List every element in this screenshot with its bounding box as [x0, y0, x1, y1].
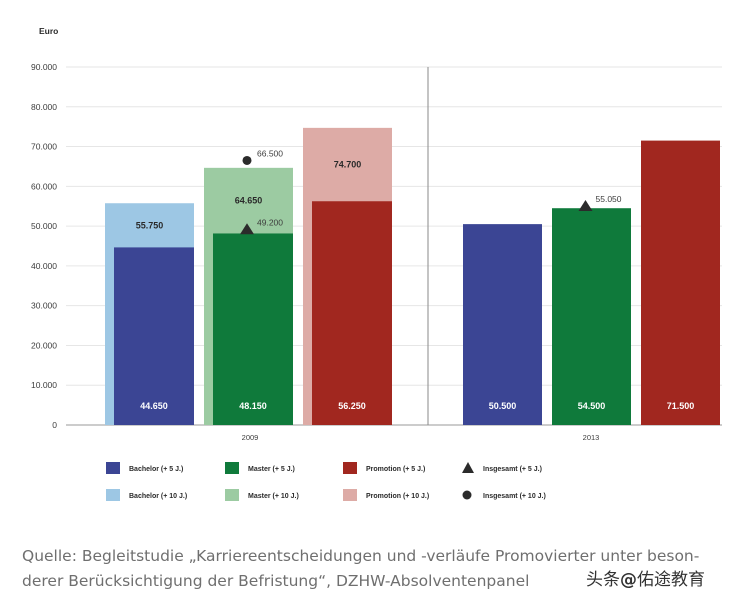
legend-swatch	[225, 462, 239, 474]
insgesamt-marker-triangle	[240, 223, 254, 235]
watermark-logo: 头条@佑途教育	[586, 565, 705, 590]
watermark-name: 佑途教育	[637, 570, 705, 590]
legend-label: Insgesamt (+ 10 J.)	[483, 493, 546, 500]
data-label: 48.150	[239, 401, 267, 411]
legend-label: Promotion (+ 10 J.)	[366, 493, 429, 500]
y-tick-label: 60.000	[31, 181, 57, 191]
salary-bar-chart: 0 10.000 20.000 30.000 40.000 50.000 60.000 70.…	[31, 26, 722, 501]
y-tick-label: 30.000	[31, 301, 57, 311]
data-label: 74.700	[334, 160, 362, 170]
data-label: 54.500	[578, 401, 606, 411]
legend-swatch	[225, 489, 239, 501]
data-label: 44.650	[140, 401, 168, 411]
source-caption: Quelle: Begleitstudie „Karriereentscheid…	[22, 544, 722, 594]
data-label: 64.650	[235, 196, 263, 206]
insgesamt-marker-triangle	[578, 200, 593, 212]
source-caption-line-2: derer Berücksichtigung der Befristung“, …	[22, 572, 530, 590]
y-tick-label: 90.000	[31, 62, 57, 72]
insgesamt-marker-circle	[242, 155, 252, 165]
bar-bachelor-5j-2013	[463, 224, 542, 425]
marker-label: 66.500	[257, 148, 283, 158]
bar-bachelor-5j-2009	[114, 247, 194, 425]
legend-label: Bachelor (+ 5 J.)	[129, 466, 183, 473]
x-category-label: 2013	[583, 433, 600, 442]
legend-label: Promotion (+ 5 J.)	[366, 466, 425, 473]
legend-label: Master (+ 10 J.)	[248, 493, 299, 500]
source-caption-line-1: Quelle: Begleitstudie „Karriereentscheid…	[22, 547, 700, 565]
legend-swatch	[343, 462, 357, 474]
legend-triangle-icon	[462, 462, 474, 473]
legend-swatch	[106, 462, 120, 474]
y-tick-label: 50.000	[31, 221, 57, 231]
data-label: 56.250	[338, 401, 366, 411]
bar-promotion-5j-2013	[641, 140, 720, 426]
marker-label: 55.050	[596, 194, 622, 204]
legend-label: Master (+ 5 J.)	[248, 466, 295, 473]
y-axis-title: Euro	[39, 26, 58, 36]
x-category-label: 2009	[242, 433, 259, 442]
data-label: 71.500	[667, 401, 695, 411]
data-label: 50.500	[489, 401, 517, 411]
legend-label: Insgesamt (+ 5 J.)	[483, 466, 542, 473]
data-label: 55.750	[136, 220, 164, 230]
legend-circle-icon	[462, 490, 472, 500]
y-tick-label: 10.000	[31, 380, 57, 390]
bar-master-5j-2013	[552, 208, 631, 425]
legend-swatch	[106, 489, 120, 501]
y-tick-label: 20.000	[31, 340, 57, 350]
watermark-at: @	[620, 570, 637, 590]
bar-promotion-5j-2009	[312, 201, 392, 425]
marker-label: 49.200	[257, 217, 283, 227]
y-tick-label: 70.000	[31, 142, 57, 152]
bar-master-5j-2009	[213, 233, 293, 425]
watermark-prefix: 头条	[586, 570, 620, 590]
y-tick-label: 80.000	[31, 102, 57, 112]
legend-label: Bachelor (+ 10 J.)	[129, 493, 187, 500]
y-tick-label: 0	[52, 420, 57, 430]
y-tick-label: 40.000	[31, 261, 57, 271]
legend-swatch	[343, 489, 357, 501]
